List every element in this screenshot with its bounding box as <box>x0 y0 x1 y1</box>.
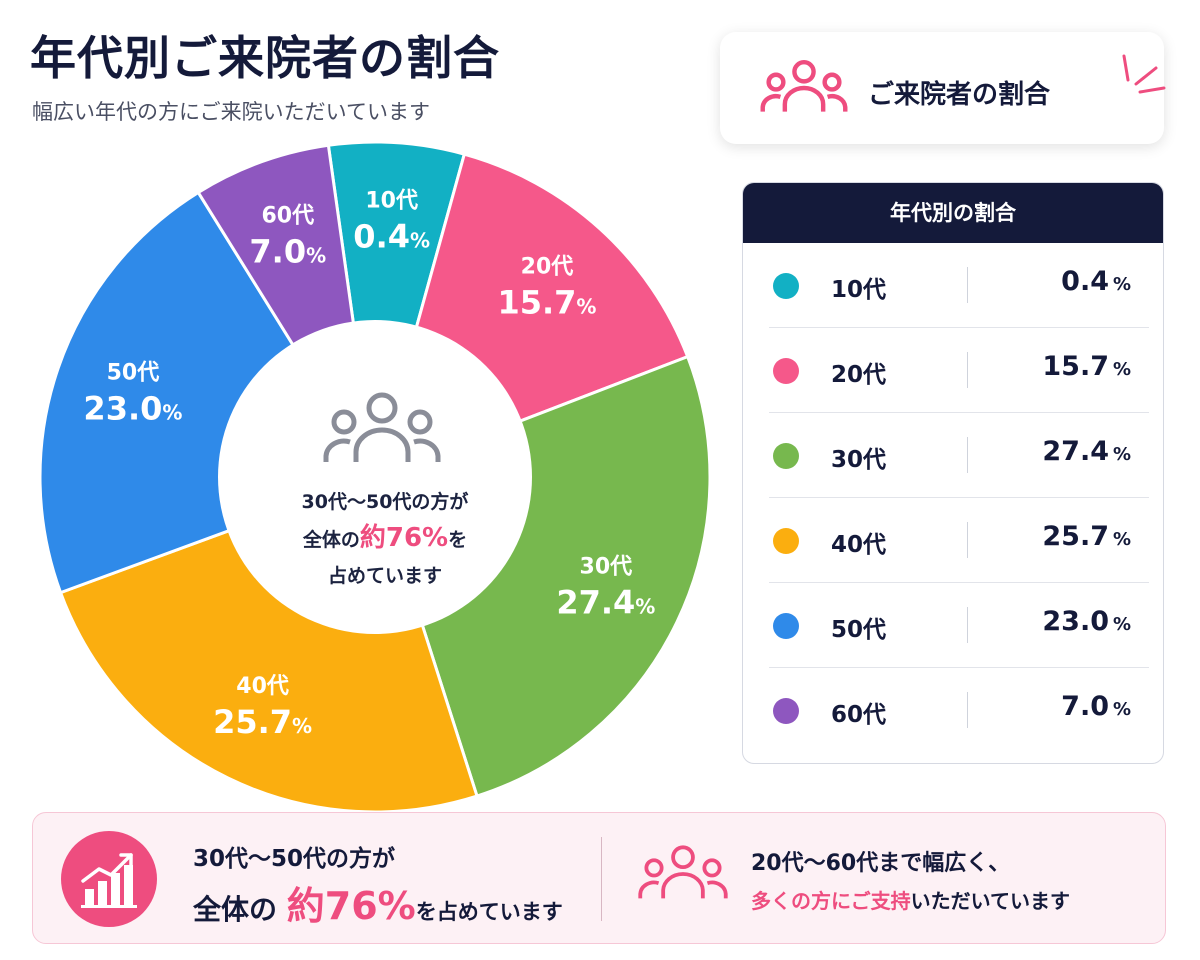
legend-row: 50代 23.0 % <box>769 583 1149 668</box>
legend-row: 40代 25.7 % <box>769 498 1149 583</box>
slice-value-label: 27.4% <box>556 584 655 622</box>
legend-unit: % <box>1112 274 1131 295</box>
slice-category-label: 40代 <box>236 674 289 699</box>
legend-value: 7.0 <box>1061 691 1109 722</box>
legend-unit: % <box>1112 614 1131 635</box>
donut-chart: 10代 0.4% 20代 15.7% 30代 27.4% 40代 25.7% 50代 23.0% 6… <box>38 140 712 814</box>
center-summary: 30代〜50代の方が 全体の約76%を 占めています <box>250 484 520 594</box>
banner-left-highlight: 約76% <box>286 884 416 928</box>
legend-divider <box>967 437 968 473</box>
slice-value-label: 7.0% <box>249 232 326 270</box>
slice-category-label: 60代 <box>261 203 314 228</box>
legend-divider <box>967 352 968 388</box>
legend-age: 20代 <box>831 362 887 388</box>
banner-left-line2: 全体の 約76%を占めています <box>193 875 563 930</box>
slice-category-label: 20代 <box>521 254 574 279</box>
slice-value-label: 15.7% <box>497 283 596 321</box>
people-icon <box>760 60 848 112</box>
people-icon <box>323 392 441 462</box>
color-dot <box>773 443 799 469</box>
color-dot <box>773 613 799 639</box>
chart-up-icon <box>81 853 137 908</box>
legend-table: 年代別の割合 10代 0.4 % 20代 15.7 % 30代 27.4 % 4… <box>742 182 1164 764</box>
legend-age: 40代 <box>831 532 887 558</box>
legend-value: 0.4 <box>1061 266 1109 297</box>
badge-label: ご来院者の割合 <box>868 80 1051 110</box>
legend-row: 30代 27.4 % <box>769 413 1149 498</box>
banner-divider <box>601 837 602 921</box>
center-line3: 占めています <box>327 565 442 587</box>
legend-divider <box>967 607 968 643</box>
center-line2: 全体の約76%を <box>250 520 520 558</box>
legend-heading: 年代別の割合 <box>743 183 1163 243</box>
legend-value: 27.4 <box>1042 436 1109 467</box>
legend-age: 10代 <box>831 277 887 303</box>
donut-hole <box>218 320 532 634</box>
legend-unit: % <box>1112 444 1131 465</box>
banner-left-line1: 30代〜50代の方が <box>193 846 396 872</box>
color-dot <box>773 698 799 724</box>
slice-value-label: 25.7% <box>213 703 312 741</box>
legend-row: 10代 0.4 % <box>769 243 1149 328</box>
center-line2-pre: 全体の <box>302 529 360 551</box>
sparkle-icon <box>1122 54 1166 94</box>
legend-row: 20代 15.7 % <box>769 328 1149 413</box>
banner-left-post: を占めています <box>415 900 563 924</box>
summary-banner: 30代〜50代の方が 全体の 約76%を占めています 20代〜60代まで幅広く、… <box>32 812 1166 944</box>
legend-age: 30代 <box>831 447 887 473</box>
legend-unit: % <box>1112 359 1131 380</box>
legend-unit: % <box>1112 529 1131 550</box>
legend-divider <box>967 267 968 303</box>
banner-right-line2: 多くの方にご支持いただいています <box>751 885 1070 914</box>
slice-value-label: 23.0% <box>83 390 182 428</box>
legend-age: 60代 <box>831 702 887 728</box>
pie-slice <box>326 140 467 478</box>
legend-unit: % <box>1112 699 1131 720</box>
ratio-badge: ご来院者の割合 <box>720 32 1166 144</box>
legend-value: 23.0 <box>1042 606 1109 637</box>
page-subtitle: 幅広い年代の方にご来院いただいています <box>32 100 430 124</box>
color-dot <box>773 273 799 299</box>
banner-right-highlight: 多くの方にご支持 <box>751 889 911 913</box>
chart-up-icon-bg <box>61 831 157 927</box>
legend-divider <box>967 692 968 728</box>
people-icon <box>638 845 728 899</box>
slice-category-label: 10代 <box>365 189 418 214</box>
banner-left-pre: 全体の <box>193 893 278 926</box>
legend-row: 60代 7.0 % <box>769 668 1149 752</box>
legend-value: 25.7 <box>1042 521 1109 552</box>
slice-value-label: 0.4% <box>353 218 430 256</box>
color-dot <box>773 528 799 554</box>
legend-divider <box>967 522 968 558</box>
banner-right-line1: 20代〜60代まで幅広く、 <box>751 851 1011 876</box>
center-highlight: 約76% <box>359 523 449 553</box>
slice-category-label: 30代 <box>580 555 633 580</box>
slice-category-label: 50代 <box>107 361 160 386</box>
center-line1: 30代〜50代の方が <box>301 491 469 513</box>
page-title: 年代別ご来院者の割合 <box>30 31 500 85</box>
color-dot <box>773 358 799 384</box>
legend-value: 15.7 <box>1042 351 1109 382</box>
legend-age: 50代 <box>831 617 887 643</box>
banner-right-post: いただいています <box>910 889 1071 913</box>
center-line2-post: を <box>448 529 468 551</box>
